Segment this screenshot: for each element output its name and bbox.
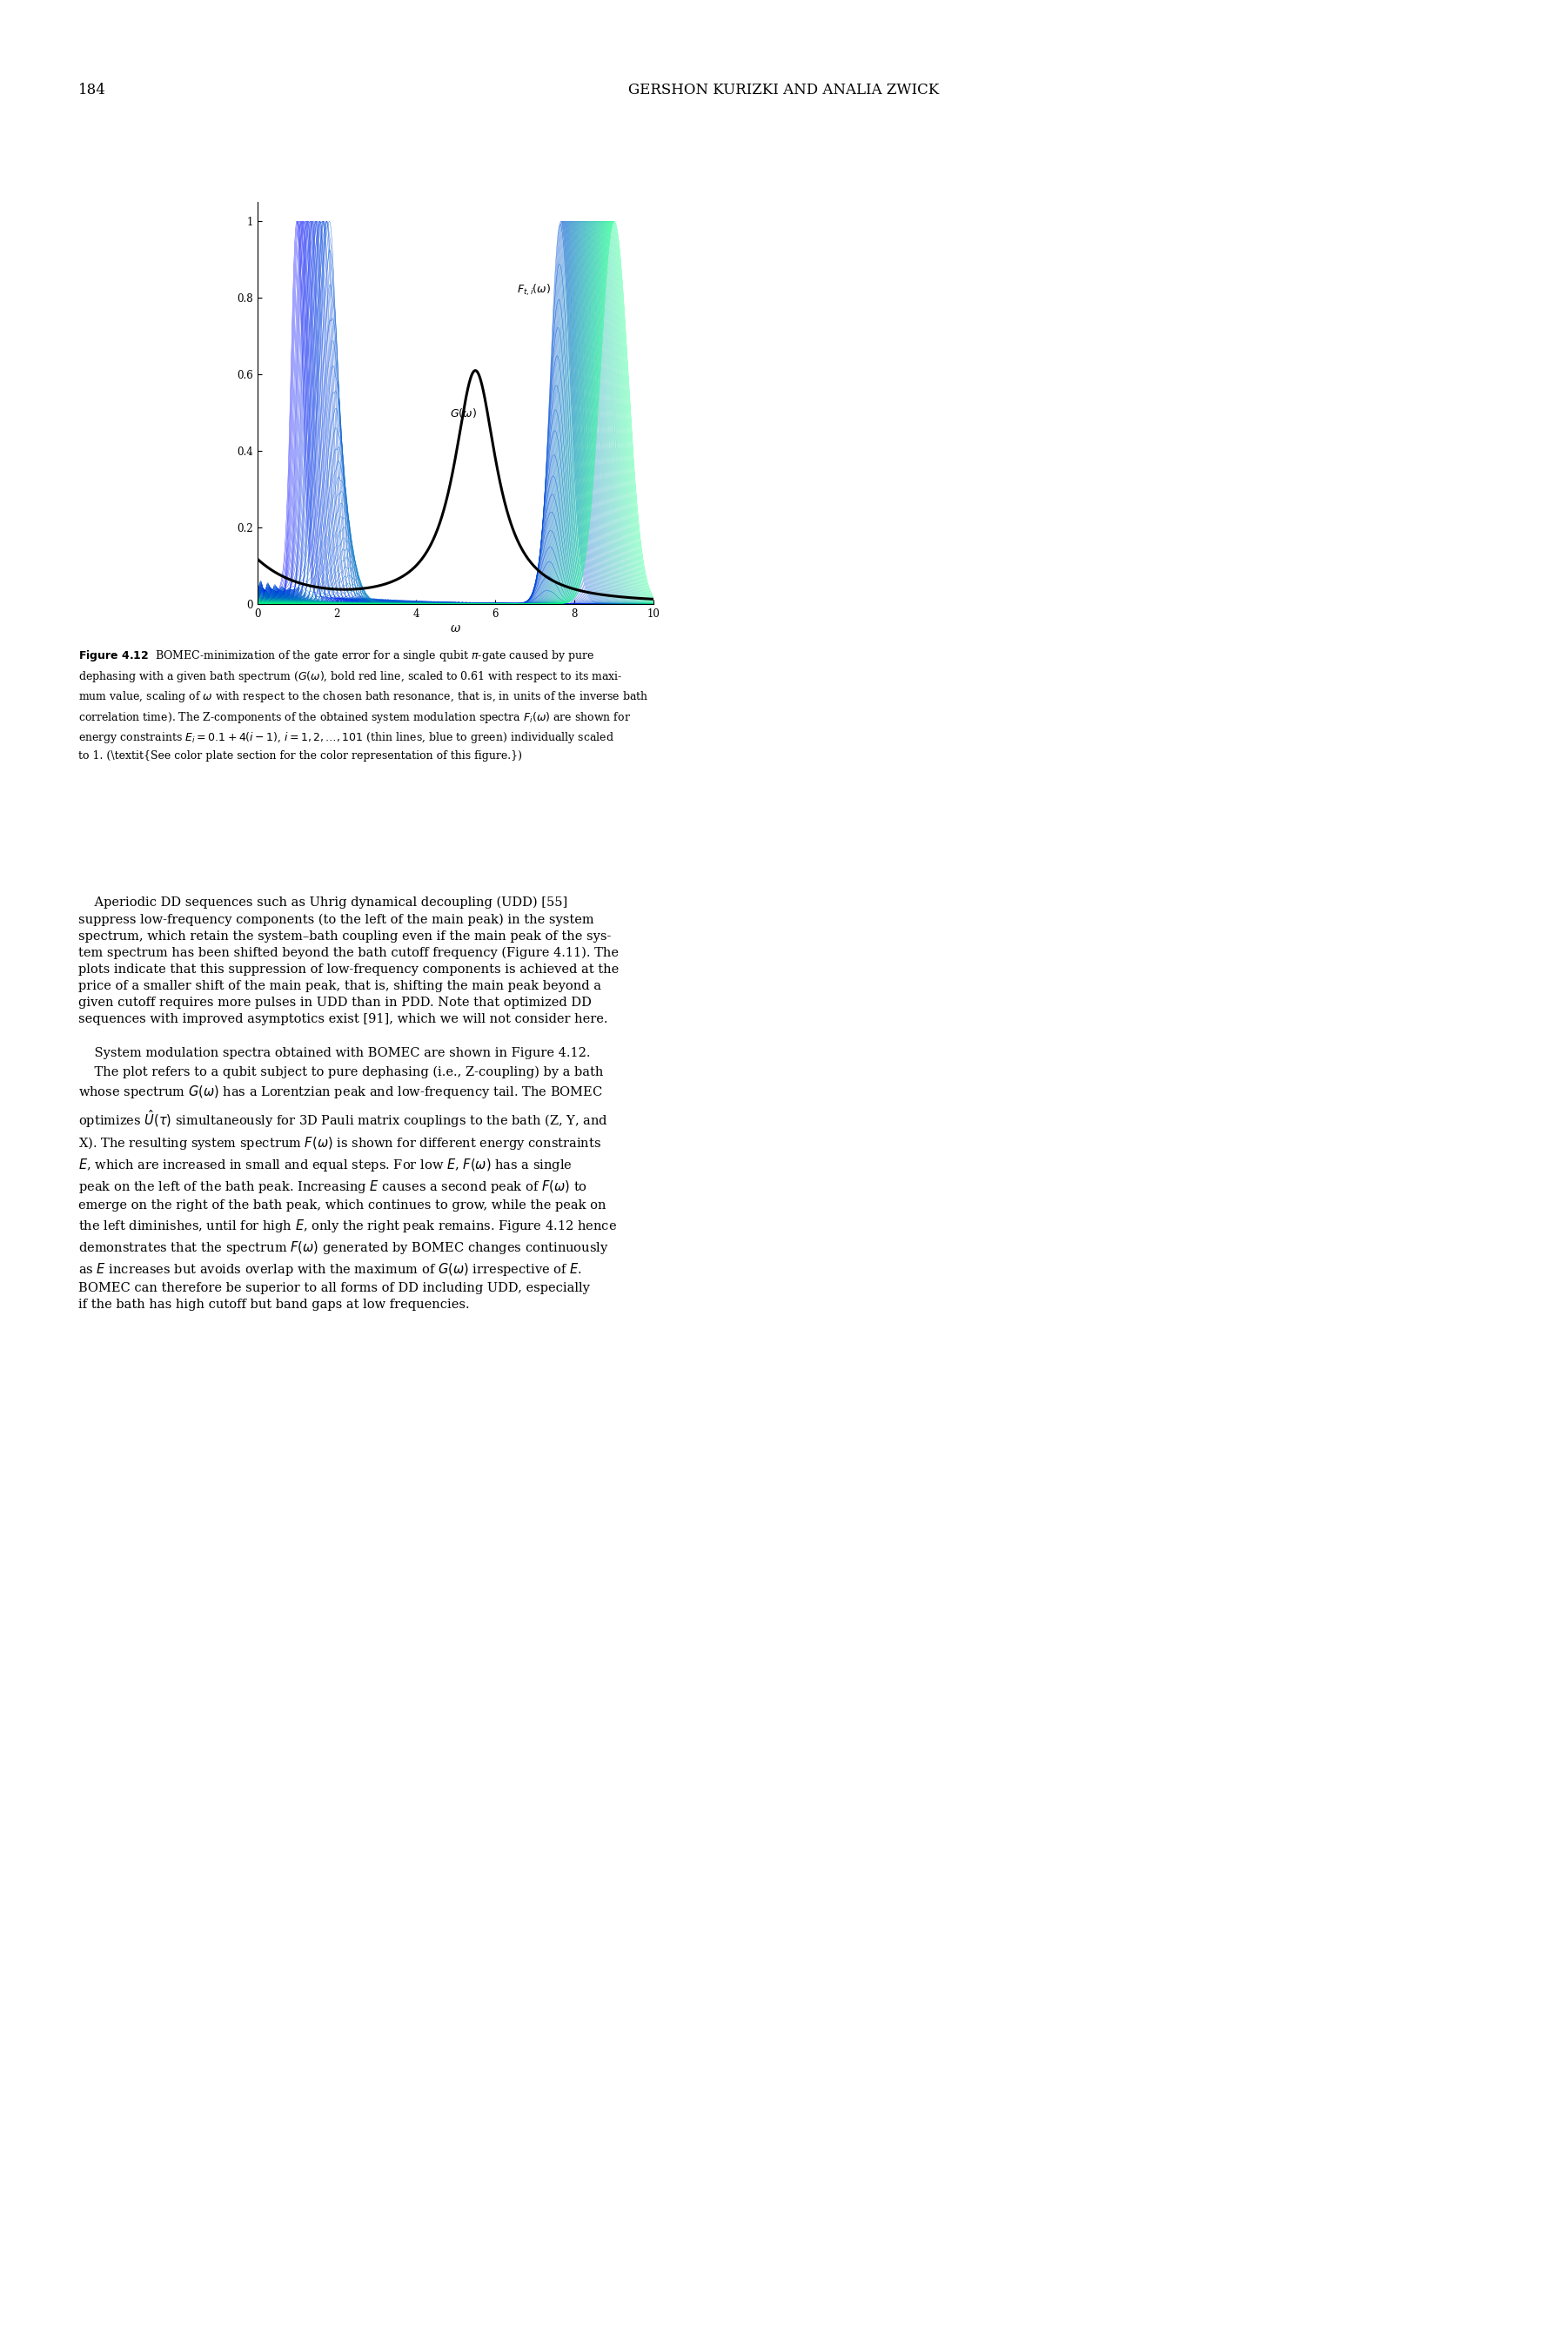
Text: Aperiodic DD sequences such as Uhrig dynamical decoupling (UDD) [55]
suppress lo: Aperiodic DD sequences such as Uhrig dyn… <box>78 895 619 1025</box>
Text: $\mathbf{Figure\ 4.12}$  BOMEC-minimization of the gate error for a single qubit: $\mathbf{Figure\ 4.12}$ BOMEC-minimizati… <box>78 649 649 761</box>
Text: GERSHON KURIZKI AND ANALIA ZWICK: GERSHON KURIZKI AND ANALIA ZWICK <box>629 82 939 96</box>
Text: System modulation spectra obtained with BOMEC are shown in Figure 4.12.: System modulation spectra obtained with … <box>78 1046 591 1060</box>
X-axis label: ω: ω <box>450 623 461 634</box>
Text: $F_{t,i}(\omega)$: $F_{t,i}(\omega)$ <box>517 282 550 298</box>
Text: 184: 184 <box>78 82 107 96</box>
Text: The plot refers to a qubit subject to pure dephasing (i.e., Z-coupling) by a bat: The plot refers to a qubit subject to pu… <box>78 1065 618 1311</box>
Text: $G(\omega)$: $G(\omega)$ <box>450 407 477 418</box>
